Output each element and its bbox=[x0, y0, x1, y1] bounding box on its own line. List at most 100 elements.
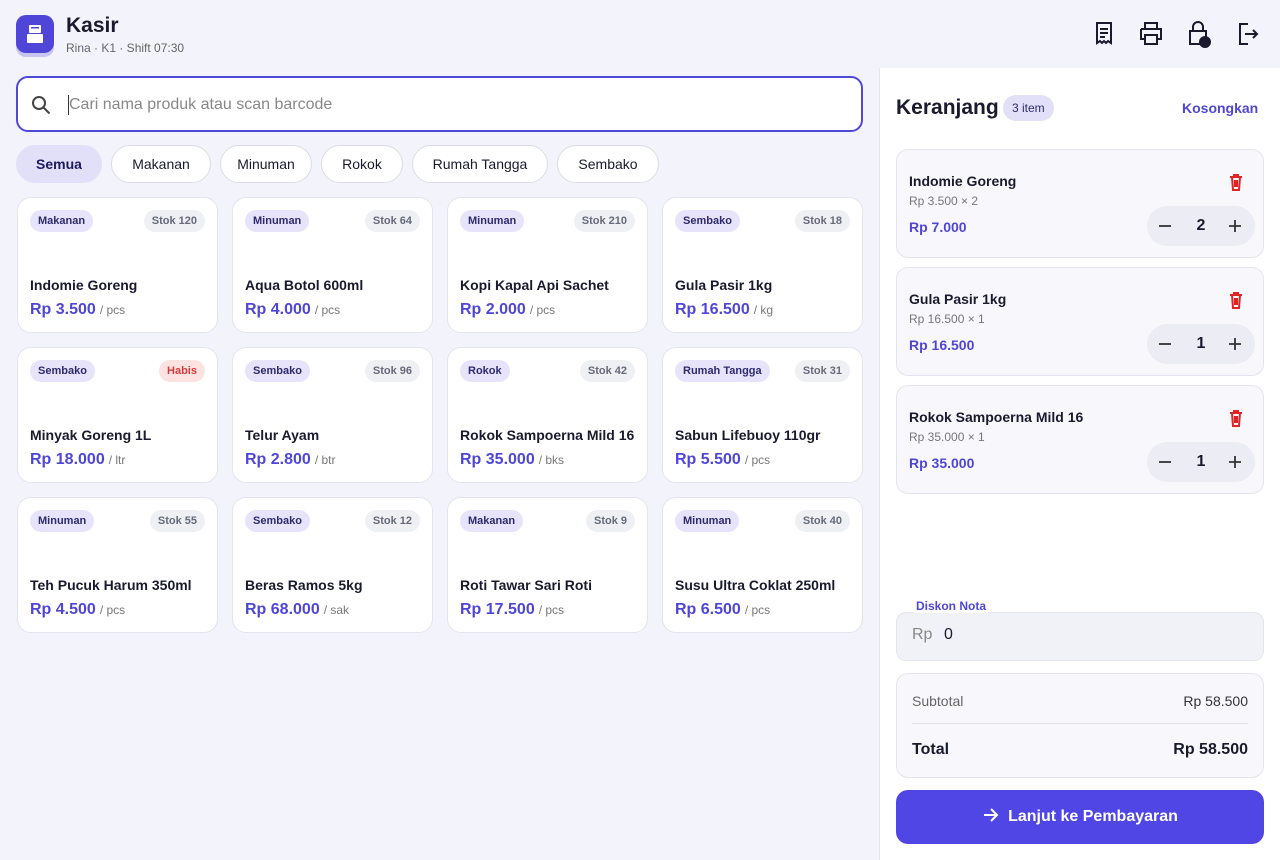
search-box[interactable]: Cari nama produk atau scan barcode bbox=[16, 76, 863, 132]
product-card[interactable]: Minuman Stok 55 Teh Pucuk Harum 350ml Rp 4.… bbox=[17, 497, 218, 633]
product-card[interactable]: Sembako Stok 12 Beras Ramos 5kg Rp 68.000/ … bbox=[232, 497, 433, 633]
increment-button[interactable] bbox=[1227, 218, 1243, 234]
search-icon bbox=[32, 96, 51, 115]
product-unit: / btr bbox=[314, 453, 336, 467]
product-price-row: Rp 17.500/ pcs bbox=[460, 601, 564, 619]
stock-badge: Stok 9 bbox=[585, 510, 635, 532]
increment-button[interactable] bbox=[1227, 336, 1243, 352]
product-price-row: Rp 4.500/ pcs bbox=[30, 601, 125, 619]
delete-button[interactable] bbox=[1227, 408, 1245, 428]
category-badge: Sembako bbox=[30, 360, 95, 382]
product-card[interactable]: Rumah Tangga Stok 31 Sabun Lifebuoy 110gr R… bbox=[662, 347, 863, 483]
stock-badge: Stok 18 bbox=[794, 210, 850, 232]
header-actions[interactable] bbox=[1090, 20, 1260, 48]
item-qty: 2 bbox=[1196, 217, 1206, 234]
item-name: Rokok Sampoerna Mild 16 bbox=[909, 409, 1084, 425]
item-total: Rp 35.000 bbox=[909, 455, 975, 471]
cart-count: 3 item bbox=[1003, 95, 1054, 121]
product-card[interactable]: Sembako Habis Minyak Goreng 1L Rp 18.000/ l… bbox=[17, 347, 218, 483]
product-card[interactable]: Minuman Stok 64 Aqua Botol 600ml Rp 4.000/ … bbox=[232, 197, 433, 333]
product-price: Rp 4.000 bbox=[245, 301, 311, 318]
product-unit: / pcs bbox=[744, 603, 771, 617]
decrement-button[interactable] bbox=[1157, 454, 1173, 470]
product-unit: / pcs bbox=[538, 603, 565, 617]
arrow-icon bbox=[984, 808, 999, 822]
product-unit: / pcs bbox=[529, 303, 556, 317]
product-price: Rp 4.500 bbox=[30, 601, 96, 618]
plus-icon bbox=[1229, 456, 1241, 468]
product-card[interactable]: Sembako Stok 18 Gula Pasir 1kg Rp 16.500/ k… bbox=[662, 197, 863, 333]
product-price-row: Rp 2.800/ btr bbox=[245, 451, 335, 469]
divider bbox=[912, 723, 1248, 724]
category-badge: Minuman bbox=[245, 210, 310, 232]
qty-stepper: 1 bbox=[1147, 442, 1255, 482]
decrement-button[interactable] bbox=[1157, 218, 1173, 234]
filter-chip[interactable]: Rumah Tangga bbox=[412, 145, 548, 183]
product-name: Rokok Sampoerna Mild 16 bbox=[460, 427, 635, 443]
cart-item: Indomie Goreng Rp 3.500 × 2 Rp 7.000 2 bbox=[896, 149, 1264, 258]
qty-stepper: 2 bbox=[1147, 206, 1255, 246]
product-price-row: Rp 6.500/ pcs bbox=[675, 601, 770, 619]
stock-badge: Stok 40 bbox=[794, 510, 850, 532]
product-name: Minyak Goreng 1L bbox=[30, 427, 152, 443]
filter-chip[interactable]: Semua bbox=[16, 145, 102, 183]
discount-field[interactable]: Rp 0 bbox=[896, 612, 1264, 661]
product-price-row: Rp 18.000/ ltr bbox=[30, 451, 125, 469]
product-card[interactable]: Minuman Stok 210 Kopi Kapal Api Sachet Rp 2… bbox=[447, 197, 648, 333]
filter-chip[interactable]: Makanan bbox=[111, 145, 211, 183]
category-badge: Minuman bbox=[30, 510, 95, 532]
product-card[interactable]: Makanan Stok 9 Roti Tawar Sari Roti Rp 17.5… bbox=[447, 497, 648, 633]
increment-button[interactable] bbox=[1227, 454, 1243, 470]
discount-label: Diskon Nota bbox=[914, 599, 989, 613]
product-name: Aqua Botol 600ml bbox=[245, 277, 364, 293]
search-placeholder: Cari nama produk atau scan barcode bbox=[69, 96, 333, 113]
product-price-row: Rp 5.500/ pcs bbox=[675, 451, 770, 469]
product-card[interactable]: Sembako Stok 96 Telur Ayam Rp 2.800/ btr bbox=[232, 347, 433, 483]
stock-badge: Stok 120 bbox=[143, 210, 205, 232]
product-unit: / pcs bbox=[744, 453, 771, 467]
plus-icon bbox=[1229, 220, 1241, 232]
item-total: Rp 16.500 bbox=[909, 337, 975, 353]
app-subtitle: Rina · K1 · Shift 07:30 bbox=[66, 41, 185, 55]
total-value: Rp 58.500 bbox=[1173, 741, 1248, 758]
decrement-button[interactable] bbox=[1157, 336, 1173, 352]
product-price-row: Rp 35.000/ bks bbox=[460, 451, 564, 469]
category-badge: Minuman bbox=[675, 510, 740, 532]
plus-icon bbox=[1229, 338, 1241, 350]
trash-icon bbox=[1230, 292, 1242, 309]
summary-box: Subtotal Rp 58.500 Total Rp 58.500 bbox=[896, 673, 1264, 778]
checkout-label: Lanjut ke Pembayaran bbox=[1008, 808, 1178, 825]
product-price: Rp 18.000 bbox=[30, 451, 105, 468]
product-name: Roti Tawar Sari Roti bbox=[460, 577, 592, 593]
delete-button[interactable] bbox=[1227, 172, 1245, 192]
product-card[interactable]: Makanan Stok 120 Indomie Goreng Rp 3.500/ p… bbox=[17, 197, 218, 333]
filter-chip[interactable]: Minuman bbox=[220, 145, 312, 183]
item-detail: Rp 35.000 × 1 bbox=[909, 430, 985, 444]
category-badge: Sembako bbox=[245, 360, 310, 382]
stock-badge: Stok 31 bbox=[794, 360, 850, 382]
filter-chip[interactable]: Sembako bbox=[557, 145, 659, 183]
product-unit: / pcs bbox=[99, 303, 126, 317]
product-card[interactable]: Rokok Stok 42 Rokok Sampoerna Mild 16 Rp 35… bbox=[447, 347, 648, 483]
product-price: Rp 3.500 bbox=[30, 301, 96, 318]
item-name: Indomie Goreng bbox=[909, 173, 1017, 189]
stock-badge: Stok 64 bbox=[364, 210, 420, 232]
cart-item: Rokok Sampoerna Mild 16 Rp 35.000 × 1 Rp 3… bbox=[896, 385, 1264, 494]
category-badge: Minuman bbox=[460, 210, 525, 232]
trash-icon bbox=[1230, 174, 1242, 191]
product-price: Rp 2.800 bbox=[245, 451, 311, 468]
app-title: Kasir bbox=[66, 14, 119, 37]
filter-chip[interactable]: Rokok bbox=[321, 145, 403, 183]
caret bbox=[68, 95, 69, 115]
product-name: Telur Ayam bbox=[245, 427, 320, 443]
category-badge: Rumah Tangga bbox=[675, 360, 770, 382]
product-price: Rp 6.500 bbox=[675, 601, 741, 618]
checkout-button[interactable]: Lanjut ke Pembayaran bbox=[896, 790, 1264, 844]
product-price-row: Rp 4.000/ pcs bbox=[245, 301, 340, 319]
product-card[interactable]: Minuman Stok 40 Susu Ultra Coklat 250ml Rp … bbox=[662, 497, 863, 633]
delete-button[interactable] bbox=[1227, 290, 1245, 310]
product-unit: / kg bbox=[753, 303, 774, 317]
clear-cart[interactable]: Kosongkan bbox=[1182, 100, 1259, 116]
product-price: Rp 17.500 bbox=[460, 601, 535, 618]
